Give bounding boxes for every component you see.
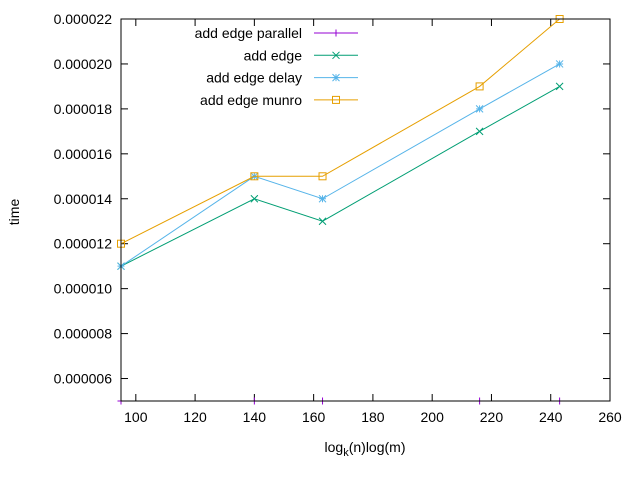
data-point	[250, 172, 259, 181]
data-point	[475, 127, 484, 136]
series-3	[117, 60, 564, 271]
data-point	[250, 194, 259, 203]
legend-marker	[332, 51, 340, 60]
series-line	[120, 85, 560, 267]
data-point	[475, 82, 484, 91]
data-point	[318, 172, 327, 181]
x-tick-label: 240	[539, 409, 563, 425]
legend-label: add edge delay	[206, 70, 302, 86]
data-point	[555, 60, 564, 68]
series-layer	[117, 15, 564, 405]
y-tick-label: 0.000012	[54, 236, 113, 252]
y-tick-label: 0.000010	[54, 281, 113, 297]
series-2	[117, 82, 564, 271]
x-tick-label: 160	[302, 409, 326, 425]
x-tick-label: 120	[183, 409, 207, 425]
y-tick-label: 0.000016	[54, 146, 113, 162]
y-tick-label: 0.000014	[54, 191, 113, 207]
data-point	[555, 82, 564, 91]
series-line	[120, 63, 560, 267]
x-tick-label: 220	[480, 409, 504, 425]
data-point	[318, 194, 327, 203]
data-point	[318, 217, 327, 226]
x-axis-label-subscript: k	[343, 447, 349, 459]
axis-ticks: 100 120 140 160 180 200 220 240 260 0.000006 0.000…	[54, 11, 622, 425]
legend: add edge parallel add edge add edge delay a…	[195, 25, 358, 108]
x-axis-label-suffix: (n)log(m)	[349, 439, 406, 455]
x-axis-label-prefix: log	[325, 439, 344, 455]
x-tick-label: 100	[124, 409, 148, 425]
y-axis-label: time	[6, 199, 22, 226]
x-tick-label: 140	[243, 409, 267, 425]
plot-frame	[120, 18, 611, 402]
y-tick-label: 0.000006	[54, 371, 113, 387]
series-line	[120, 18, 560, 245]
x-tick-label: 180	[361, 409, 385, 425]
x-tick-label: 260	[598, 409, 622, 425]
x-axis-label: logk(n)log(m)	[325, 439, 406, 459]
legend-label: add edge munro	[200, 92, 302, 108]
x-tick-label: 200	[421, 409, 445, 425]
legend-marker	[332, 95, 340, 104]
legend-marker	[332, 29, 340, 37]
legend-label: add edge parallel	[195, 25, 302, 41]
legend-marker	[332, 73, 340, 82]
series-4	[117, 15, 564, 248]
y-tick-label: 0.000008	[54, 326, 113, 342]
y-tick-label: 0.000018	[54, 101, 113, 117]
data-point	[475, 105, 484, 113]
y-tick-label: 0.000022	[54, 11, 113, 27]
legend-label: add edge	[244, 47, 303, 63]
y-tick-label: 0.000020	[54, 56, 113, 72]
